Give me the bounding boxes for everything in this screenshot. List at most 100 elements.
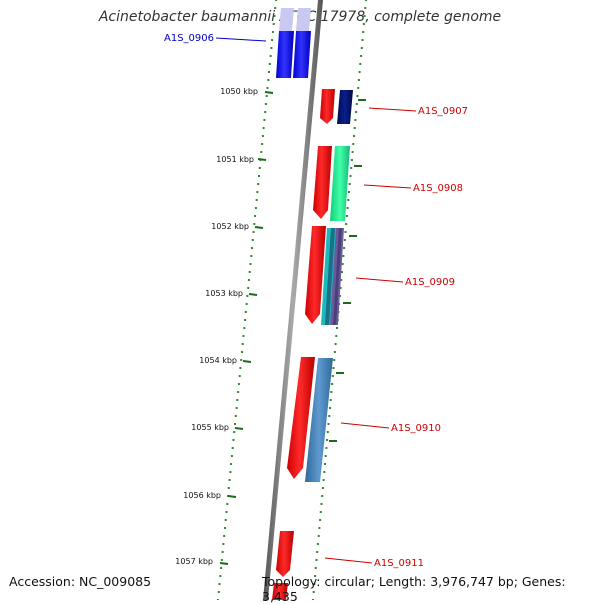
ring-dot	[236, 399, 239, 401]
genome-backbone	[263, 0, 323, 600]
ring-dot	[260, 151, 263, 153]
ring-dot	[258, 167, 261, 169]
ring-dot	[224, 527, 226, 529]
ring-dot	[251, 247, 253, 249]
gene-a1s-0906[interactable]	[276, 8, 311, 78]
ring-dot	[271, 31, 274, 33]
svg-text:1050 kbp: 1050 kbp	[220, 87, 258, 96]
ring-dot	[325, 447, 328, 449]
ring-dot	[217, 591, 220, 593]
ring-dot	[348, 191, 350, 193]
ring-dot	[335, 335, 338, 337]
ring-dot	[228, 479, 231, 481]
ring-dot	[329, 399, 332, 401]
gene-label-a1s-0910[interactable]: A1S_0910	[391, 423, 441, 434]
ring-dot	[275, 0, 277, 1]
ring-dot	[361, 39, 364, 41]
ring-dot	[341, 271, 343, 273]
ring-dot	[244, 311, 247, 313]
ring-dot	[219, 575, 222, 577]
ring-dot	[264, 103, 267, 105]
ring-dot	[329, 407, 331, 409]
ring-dot	[314, 567, 317, 569]
ring-dot	[218, 583, 221, 585]
ring-dot	[347, 199, 350, 201]
gene-label-a1s-0906[interactable]: A1S_0906	[164, 33, 214, 44]
ring-dot	[267, 79, 270, 81]
ring-dot	[327, 423, 330, 425]
ring-dot	[324, 463, 326, 465]
outer-ring-ticks	[329, 99, 366, 442]
ring-dot	[344, 231, 347, 233]
ring-dot	[343, 247, 346, 249]
ring-dot	[362, 23, 365, 25]
ring-dot	[271, 39, 274, 41]
ring-dot	[349, 175, 352, 177]
ring-dot	[356, 95, 359, 97]
accession-label: Accession: NC_009085	[9, 574, 152, 589]
ring-dot	[316, 543, 319, 545]
ring-dot	[229, 471, 232, 473]
ring-dot	[314, 575, 317, 577]
gene-a1s-0911[interactable]	[272, 531, 294, 600]
svg-text:1056 kbp: 1056 kbp	[183, 491, 221, 500]
ring-dot	[234, 415, 237, 417]
ring-dot	[357, 87, 360, 89]
tick-1054: 1054 kbp	[199, 356, 252, 365]
tick-1056: 1056 kbp	[183, 491, 237, 500]
ring-dot	[363, 15, 366, 17]
ring-dot	[252, 231, 255, 233]
ring-dot	[242, 335, 245, 337]
ring-dot	[261, 143, 264, 145]
ring-dot	[257, 183, 260, 185]
ring-dot	[350, 159, 353, 161]
ring-dot	[346, 207, 349, 209]
ring-dot	[355, 111, 358, 113]
ring-dot	[253, 223, 256, 225]
gene-a1s-0908[interactable]	[313, 146, 350, 221]
ring-dot	[250, 255, 253, 257]
ring-dot	[231, 447, 234, 449]
label-leaders	[215, 37, 417, 564]
ring-dot	[353, 127, 356, 129]
tick-1053: 1053 kbp	[205, 289, 258, 298]
gene-a1s-0907[interactable]	[320, 89, 353, 124]
ring-dot	[360, 55, 363, 57]
gene-label-a1s-0907[interactable]: A1S_0907	[418, 106, 468, 117]
ring-dot	[247, 287, 250, 289]
ring-dot	[326, 439, 329, 441]
ring-dot	[315, 559, 318, 561]
ring-dot	[345, 223, 348, 225]
ring-dot	[230, 463, 233, 465]
ring-dot	[248, 271, 251, 273]
gene-a1s-0910[interactable]	[287, 357, 333, 482]
svg-text:1054 kbp: 1054 kbp	[199, 356, 237, 365]
gene-label-a1s-0911[interactable]: A1S_0911	[374, 558, 424, 569]
tick-1057: 1057 kbp	[175, 557, 229, 566]
ring-dot	[245, 303, 248, 305]
ring-dot	[330, 391, 333, 393]
svg-text:1053 kbp: 1053 kbp	[205, 289, 243, 298]
ring-dot	[365, 0, 367, 1]
ring-dot	[225, 511, 228, 513]
ring-dot	[320, 503, 323, 505]
ring-dot	[258, 175, 260, 177]
gene-label-a1s-0909[interactable]: A1S_0909	[405, 277, 455, 288]
ring-dot	[273, 15, 276, 17]
ring-dot	[237, 383, 240, 385]
ring-dot	[224, 519, 227, 521]
gene-label-a1s-0908[interactable]: A1S_0908	[413, 183, 463, 194]
ring-dot	[221, 551, 224, 553]
ring-dot	[342, 255, 345, 257]
ring-dot	[313, 583, 316, 585]
ring-dot	[263, 119, 266, 121]
ring-dot	[362, 31, 365, 33]
svg-text:1051 kbp: 1051 kbp	[216, 155, 254, 164]
ring-dot	[354, 119, 357, 121]
ring-dot	[341, 263, 344, 265]
ring-dot	[232, 439, 235, 441]
ring-dot	[317, 535, 320, 537]
gene-a1s-0909[interactable]	[305, 226, 344, 325]
ring-dot	[254, 215, 257, 217]
